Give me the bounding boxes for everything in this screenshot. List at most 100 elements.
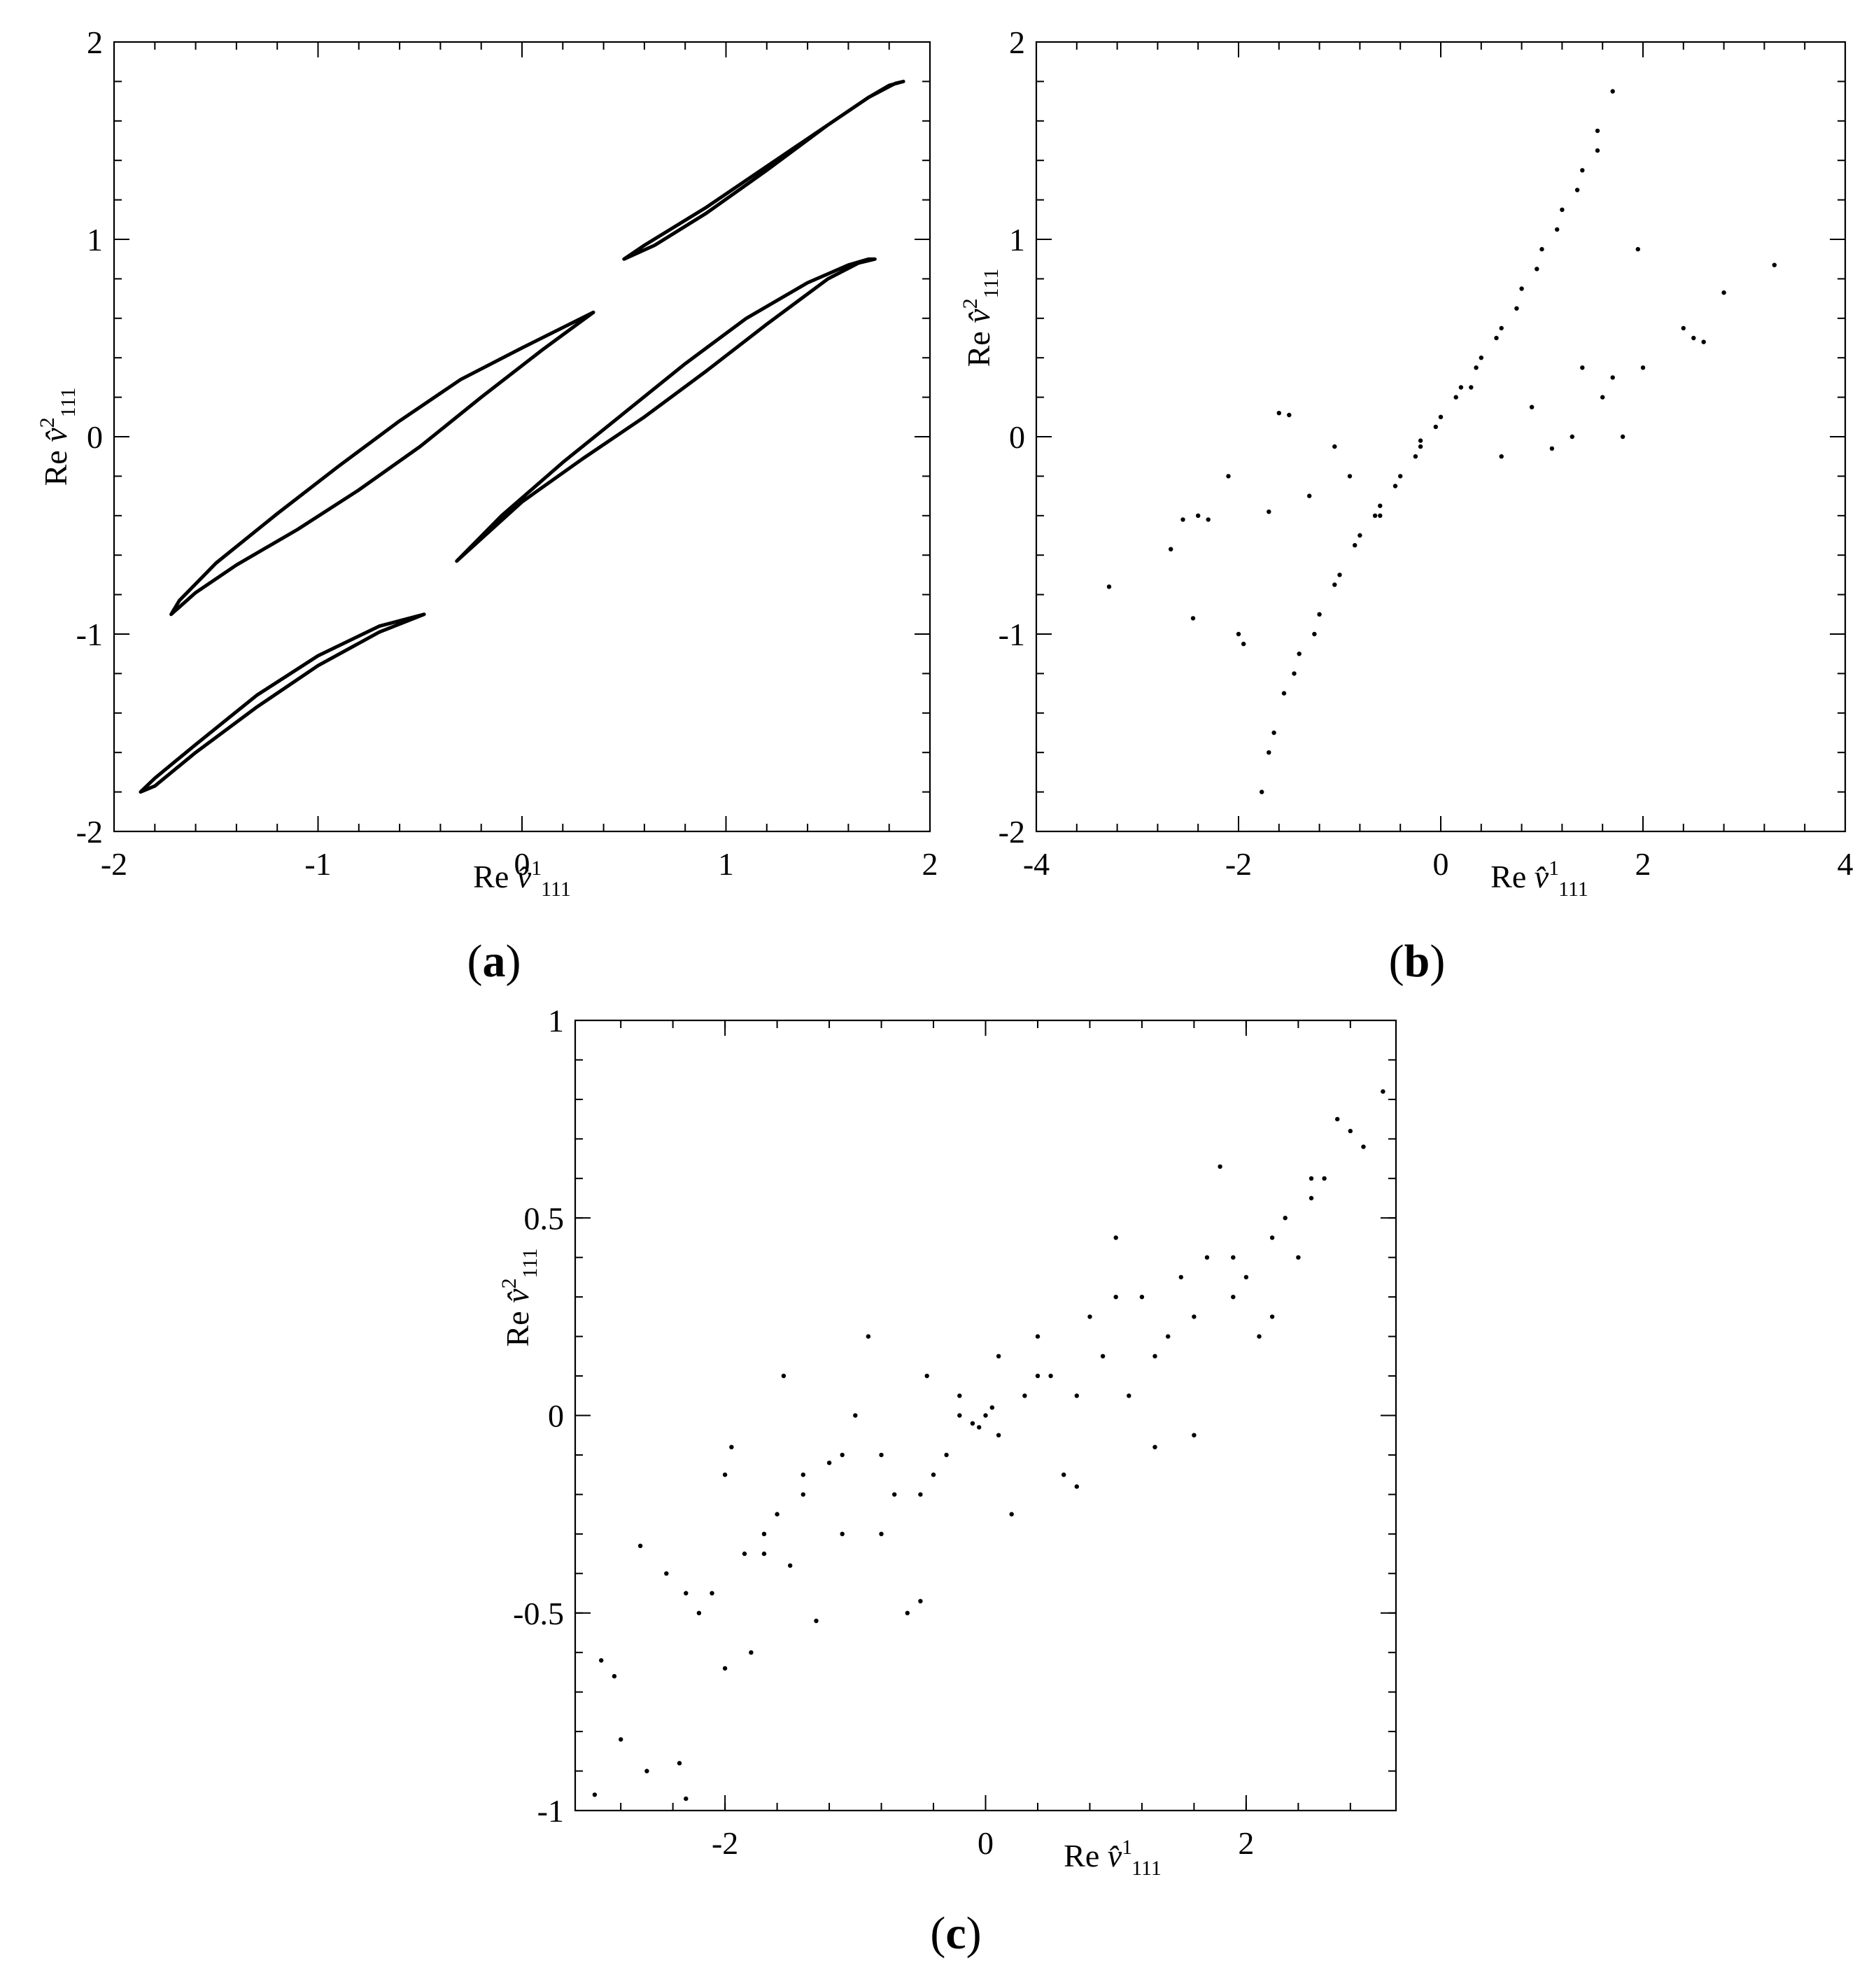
scatter-point [1381,1089,1385,1094]
scatter-point [1287,412,1292,418]
scatter-point [1691,335,1696,341]
scatter-point [1378,513,1383,518]
scatter-point [1347,474,1353,479]
panel-a: -2 -1 0 1 2 -2 -1 0 1 2 Re v̂1111 Re v̂2111 (a) [36,24,938,987]
y-tick-label: -2 [76,814,103,850]
scatter-point [1595,128,1600,134]
y-tick-label: 1 [1009,222,1025,258]
scatter-point [1190,616,1196,621]
scatter-point [1453,395,1458,400]
scatter-point [996,1354,1001,1359]
scatter-point [1595,148,1600,153]
series-line-2 [455,257,877,563]
scatter-point [1539,246,1544,252]
scatter-point [761,1551,767,1556]
scatter-point [1192,1314,1197,1319]
scatter-point [1106,584,1112,589]
scatter-point [1231,1255,1236,1260]
scatter-point [1204,1255,1210,1260]
series-line-1 [622,79,905,261]
scatter-point [1269,1314,1275,1319]
y-tick-label: 2 [1009,24,1025,60]
scatter-point [788,1563,793,1568]
scatter-point [931,1473,936,1477]
scatter-point [801,1473,806,1477]
x-tick-label: -2 [1225,846,1252,882]
scatter-point [1519,286,1524,291]
scatter-point [1721,290,1726,295]
plot-a-xlabel: Re v̂1111 [473,857,571,901]
scatter-point [1048,1373,1053,1379]
scatter-point [1529,405,1535,409]
scatter-point [1206,517,1211,522]
plot-a-marks [139,79,905,794]
scatter-point [1418,444,1423,449]
scatter-point [684,1796,689,1801]
panel-c: -2 0 2 -1 -0.5 0 0.5 1 Re v̂1111 Re v̂2111 (c) [498,1003,1397,1959]
plot-b-marks [1106,89,1777,794]
scatter-point [1178,1274,1184,1280]
scatter-point [619,1737,623,1742]
scatter-point [1100,1354,1106,1359]
x-tick-label: 2 [1635,846,1651,882]
scatter-point [905,1610,910,1615]
y-tick-label: 0 [548,1398,564,1434]
scatter-point [1113,1295,1118,1300]
y-tick-label: 0.5 [524,1200,565,1236]
scatter-point [644,1769,649,1773]
scatter-point [1438,414,1444,419]
scatter-point [1494,335,1499,341]
scatter-point [781,1373,787,1379]
y-tick-label: 2 [87,24,103,60]
scatter-point [1348,1128,1353,1134]
plot-c-marks [592,1089,1385,1801]
scatter-point [944,1452,949,1458]
scatter-point [1226,474,1231,479]
scatter-point [1392,484,1398,489]
scatter-point [1772,262,1777,267]
scatter-point [866,1334,871,1339]
y-tick-label: -1 [999,617,1025,652]
scatter-point [1035,1334,1041,1339]
scatter-point [879,1531,884,1536]
scatter-point [1458,385,1464,390]
scatter-point [722,1666,728,1671]
y-tick-label: 0 [1009,419,1025,455]
plot-c-frame [574,1019,1397,1812]
panel-label-a: (a) [467,936,521,987]
scatter-point [1127,1393,1131,1398]
scatter-point [957,1413,962,1418]
scatter-point [1218,1164,1222,1169]
scatter-point [1361,1144,1366,1149]
scatter-point [1372,513,1378,518]
scatter-point [1062,1473,1066,1477]
plot-a-ticks: -2 -1 0 1 2 -2 -1 0 1 2 [76,24,938,882]
scatter-point [1398,474,1403,479]
series-line-3 [169,310,595,617]
scatter-point [1035,1373,1041,1379]
y-tick-label: 1 [87,222,103,258]
plot-c-ticks: -2 0 2 -1 -0.5 0 0.5 1 [513,1003,1396,1861]
scatter-point [722,1473,728,1477]
scatter-point [1433,424,1438,430]
scatter-point [918,1598,923,1603]
scatter-point [1257,1334,1262,1339]
scatter-point [957,1393,962,1398]
scatter-point [1281,691,1287,696]
panel-label-c: (c) [930,1908,981,1959]
x-tick-label: 4 [1838,846,1854,882]
scatter-point [729,1445,734,1449]
scatter-point [996,1433,1001,1438]
scatter-point [1192,1433,1197,1438]
y-tick-label: -2 [999,814,1025,850]
scatter-point [684,1591,689,1596]
scatter-point [1297,652,1302,656]
scatter-point [612,1673,617,1679]
scatter-point [983,1413,988,1418]
scatter-point [1087,1314,1092,1319]
x-tick-label: -1 [304,846,331,882]
scatter-point [1479,356,1483,360]
y-tick-label: 0 [87,419,103,455]
